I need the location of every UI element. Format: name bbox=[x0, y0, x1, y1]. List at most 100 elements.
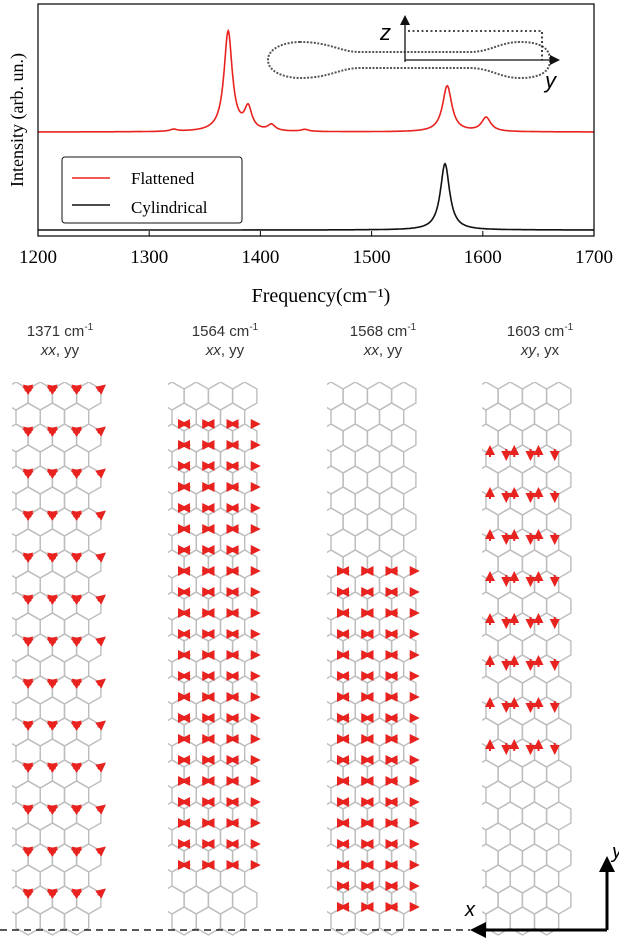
mode-freq-exponent: -1 bbox=[249, 322, 259, 333]
displacement-arrow bbox=[71, 678, 83, 689]
displacement-arrow bbox=[23, 636, 34, 647]
hexagon-cell bbox=[12, 633, 29, 663]
cross-section-inset: z y bbox=[266, 15, 560, 93]
hexagon-cell bbox=[168, 801, 185, 831]
mode-freq: 1603 cm bbox=[506, 323, 565, 340]
x-tick-label-1600: 1600 bbox=[464, 247, 502, 268]
y-axis-label: Intensity (arb. un.) bbox=[7, 53, 28, 187]
hexagon-cell bbox=[168, 885, 185, 915]
displacement-arrow bbox=[23, 384, 34, 395]
spectrum-series bbox=[38, 28, 594, 231]
series-line-flattened bbox=[38, 28, 594, 133]
displacement-arrow bbox=[23, 510, 34, 521]
hexagon-cell bbox=[15, 906, 41, 936]
displacement-arrow bbox=[71, 552, 83, 563]
hexagon-cell bbox=[482, 591, 499, 621]
hexagon-cell bbox=[327, 801, 344, 831]
hexagon-cell bbox=[327, 423, 344, 453]
displacement-arrow bbox=[95, 720, 106, 731]
hexagon-cell bbox=[168, 675, 185, 705]
x-tick-marks bbox=[37, 231, 595, 236]
displacement-arrow bbox=[23, 888, 34, 899]
displacement-arrow bbox=[71, 426, 83, 437]
mode-freq-exponent: -1 bbox=[564, 322, 574, 333]
hexagon-cell bbox=[168, 591, 185, 621]
displacement-arrow bbox=[71, 804, 83, 815]
flattened-tube-outline bbox=[266, 40, 552, 80]
hexagon-cell bbox=[12, 675, 29, 705]
hexagon-cell bbox=[12, 507, 29, 537]
displacement-arrow bbox=[47, 636, 59, 647]
hexagon-cell bbox=[327, 885, 344, 915]
hexagon-cell bbox=[482, 382, 499, 411]
ribbon-mode-1371 bbox=[12, 382, 106, 936]
mode-freq: 1568 cm bbox=[349, 323, 408, 340]
displacement-arrow bbox=[23, 426, 34, 437]
mode-symmetry-rest: , yy bbox=[220, 342, 245, 359]
displacement-arrow bbox=[23, 846, 34, 857]
hexagon-cell bbox=[12, 717, 29, 747]
hexagon-cell bbox=[482, 885, 499, 915]
hexagon-cell bbox=[168, 507, 185, 537]
displacement-arrow bbox=[71, 384, 83, 395]
x-tick-label-1500: 1500 bbox=[353, 247, 391, 268]
raman-spectrum-chart: 1200 1300 1400 1500 1600 1700 Intensity (arb.… bbox=[7, 3, 613, 307]
hexagon-lattice bbox=[168, 382, 258, 936]
mode-symmetry: xx bbox=[363, 342, 379, 359]
displacement-arrow bbox=[95, 678, 106, 689]
hexagon-lattice bbox=[327, 382, 417, 936]
hexagon-cell bbox=[327, 465, 344, 495]
displacement-arrow bbox=[47, 804, 59, 815]
x-tick-label-1200: 1200 bbox=[19, 247, 57, 268]
displacement-arrow bbox=[47, 846, 59, 857]
mode-title-1568: 1568 cm-1 xx, yy bbox=[323, 318, 443, 360]
displacement-arrow bbox=[71, 636, 83, 647]
inset-dotted-bounds bbox=[408, 30, 543, 60]
plot-frame bbox=[37, 3, 595, 237]
mode-symmetry-rest: , yy bbox=[55, 342, 80, 359]
mode-symmetry: xx bbox=[205, 342, 221, 359]
hexagon-cell bbox=[327, 382, 344, 411]
ribbon-mode-1564 bbox=[168, 382, 261, 936]
displacement-arrow bbox=[95, 762, 106, 773]
displacement-arrow bbox=[23, 552, 34, 563]
displacement-arrow bbox=[71, 846, 83, 857]
displacement-arrow bbox=[47, 762, 59, 773]
hexagon-lattice bbox=[482, 382, 572, 936]
hexagon-cell bbox=[168, 549, 185, 579]
displacement-arrow bbox=[95, 594, 106, 605]
hexagon-cell bbox=[195, 906, 222, 936]
displacement-arrow bbox=[71, 888, 83, 899]
hexagon-cell bbox=[168, 717, 185, 747]
displacement-arrow bbox=[23, 594, 34, 605]
displacement-arrow bbox=[23, 678, 34, 689]
displacement-arrow bbox=[47, 720, 59, 731]
hexagon-cell bbox=[219, 906, 246, 936]
hexagon-cell bbox=[482, 759, 499, 789]
displacement-arrow bbox=[47, 510, 59, 521]
hexagon-cell bbox=[327, 591, 344, 621]
hexagon-cell bbox=[327, 675, 344, 705]
displacement-arrow bbox=[95, 636, 106, 647]
displacement-arrow bbox=[95, 384, 106, 395]
hexagon-cell bbox=[327, 759, 344, 789]
displacement-arrow bbox=[95, 510, 106, 521]
hexagon-cell bbox=[168, 465, 185, 495]
displacement-arrow bbox=[95, 804, 106, 815]
mode-freq-exponent: -1 bbox=[84, 322, 94, 333]
hexagon-cell bbox=[12, 801, 29, 831]
hexagon-cell bbox=[482, 801, 499, 831]
mode-symmetry-rest: , yy bbox=[378, 342, 403, 359]
displacement-arrow bbox=[23, 762, 34, 773]
hexagon-cell bbox=[168, 423, 185, 453]
displacement-arrow bbox=[95, 468, 106, 479]
displacement-arrows bbox=[178, 419, 261, 870]
hexagon-cell bbox=[509, 906, 536, 936]
hexagon-cell bbox=[482, 717, 499, 747]
displacement-arrow bbox=[71, 510, 83, 521]
hexagon-cell bbox=[378, 906, 405, 936]
hexagon-cell bbox=[171, 906, 197, 936]
displacement-arrow bbox=[71, 468, 83, 479]
inset-z-label: z bbox=[379, 20, 391, 45]
inset-z-arrowhead bbox=[400, 15, 410, 25]
